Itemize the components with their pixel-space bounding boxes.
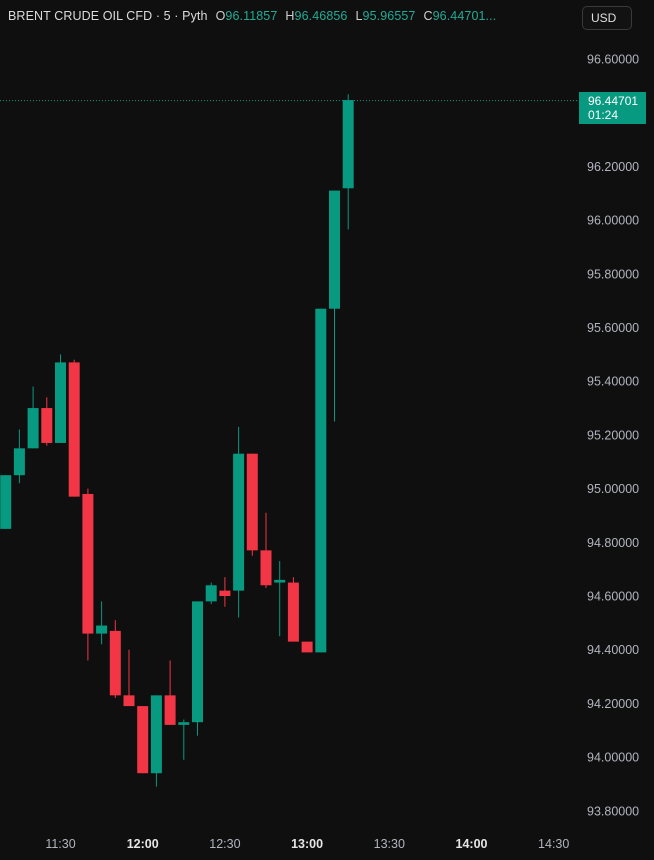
time-tick-label: 12:00 (127, 837, 159, 851)
candle-body (0, 475, 12, 529)
price-tick-label: 95.80000 (587, 267, 639, 281)
candle (287, 577, 299, 642)
candle-body (205, 585, 217, 602)
candle (315, 308, 327, 653)
candle (123, 649, 135, 707)
price-tick-label: 95.40000 (587, 375, 639, 389)
open-value: 96.11857 (225, 9, 278, 23)
candle (246, 453, 258, 556)
candle (150, 695, 162, 787)
chart-legend: BRENT CRUDE OIL CFD · 5 · Pyth O96.11857 H… (8, 9, 496, 23)
last-price-value: 96.44701 (588, 94, 639, 108)
candle-body (301, 641, 313, 653)
close-value: 96.44701... (432, 9, 497, 23)
price-tick-label: 93.80000 (587, 804, 639, 818)
candle-body (55, 362, 66, 443)
candle (41, 397, 53, 446)
high-value: 96.46856 (294, 9, 348, 23)
time-axis[interactable]: 11:30 12:00 12:30 13:00 13:30 14:00 14:30 (45, 837, 569, 851)
candle-body (315, 308, 327, 653)
candle-body (109, 630, 121, 696)
candle (68, 359, 80, 497)
price-axis[interactable]: 96.6000096.4000096.2000096.0000095.80000… (587, 53, 639, 819)
price-tick-label: 96.20000 (587, 160, 639, 174)
price-tick-label: 95.60000 (587, 321, 639, 335)
candle-body (137, 706, 149, 774)
time-tick-label: 13:00 (291, 837, 323, 851)
candle-body (123, 695, 135, 707)
candle-body (41, 408, 53, 443)
candle (192, 601, 203, 736)
price-tick-label: 94.00000 (587, 751, 639, 765)
low-value: 95.96557 (362, 9, 416, 23)
candle-body (192, 601, 203, 723)
currency-button[interactable]: USD (582, 6, 632, 30)
price-tick-label: 96.00000 (587, 214, 639, 228)
candle-body (246, 453, 258, 551)
candle-body (27, 408, 39, 449)
candle-body (233, 453, 245, 591)
candle-body (219, 590, 231, 596)
candle-body (82, 493, 94, 634)
candle-body (68, 362, 80, 497)
bar-countdown: 01:24 (588, 108, 619, 122)
candle-body (96, 625, 108, 634)
price-tick-label: 94.40000 (587, 643, 639, 657)
low-label: L (355, 9, 363, 23)
candle (55, 354, 66, 443)
time-tick-label: 13:30 (374, 837, 405, 851)
candle (96, 601, 108, 645)
price-tick-label: 95.20000 (587, 428, 639, 442)
candle (13, 429, 25, 484)
candle (342, 94, 354, 230)
symbol-title[interactable]: BRENT CRUDE OIL CFD · 5 · Pyth (8, 9, 208, 23)
price-tick-label: 95.00000 (587, 482, 639, 496)
price-tick-label: 94.60000 (587, 590, 639, 604)
close-label: C (423, 9, 433, 23)
candle-body (342, 100, 354, 189)
time-tick-label: 14:30 (538, 837, 569, 851)
candle-body (287, 582, 299, 642)
candle (164, 660, 176, 725)
candle-body (164, 695, 176, 725)
candle-body (178, 722, 190, 725)
candle (205, 582, 217, 605)
candle (82, 488, 94, 661)
time-tick-label: 11:30 (45, 837, 75, 851)
open-label: O (215, 9, 226, 23)
price-tick-label: 96.60000 (587, 53, 639, 67)
candle-body (150, 695, 162, 774)
candle-body (329, 190, 340, 309)
candle (274, 561, 286, 637)
high-label: H (285, 9, 295, 23)
candle (178, 719, 190, 760)
time-tick-label: 12:30 (209, 837, 240, 851)
price-tick-label: 94.20000 (587, 697, 639, 711)
candle (219, 577, 231, 607)
last-price-label: 96.44701 01:24 (579, 92, 646, 124)
time-tick-label: 14:00 (456, 837, 488, 851)
candle-body (260, 550, 272, 586)
candle-body (274, 579, 286, 583)
candle (109, 620, 121, 699)
candle (260, 512, 272, 588)
candle (233, 426, 245, 618)
candle (137, 706, 149, 774)
candle-body (13, 448, 25, 476)
candle (27, 386, 39, 449)
candle (329, 190, 340, 422)
candles-layer (0, 94, 354, 787)
candle (301, 641, 313, 653)
price-tick-label: 94.80000 (587, 536, 639, 550)
candle (0, 475, 12, 529)
